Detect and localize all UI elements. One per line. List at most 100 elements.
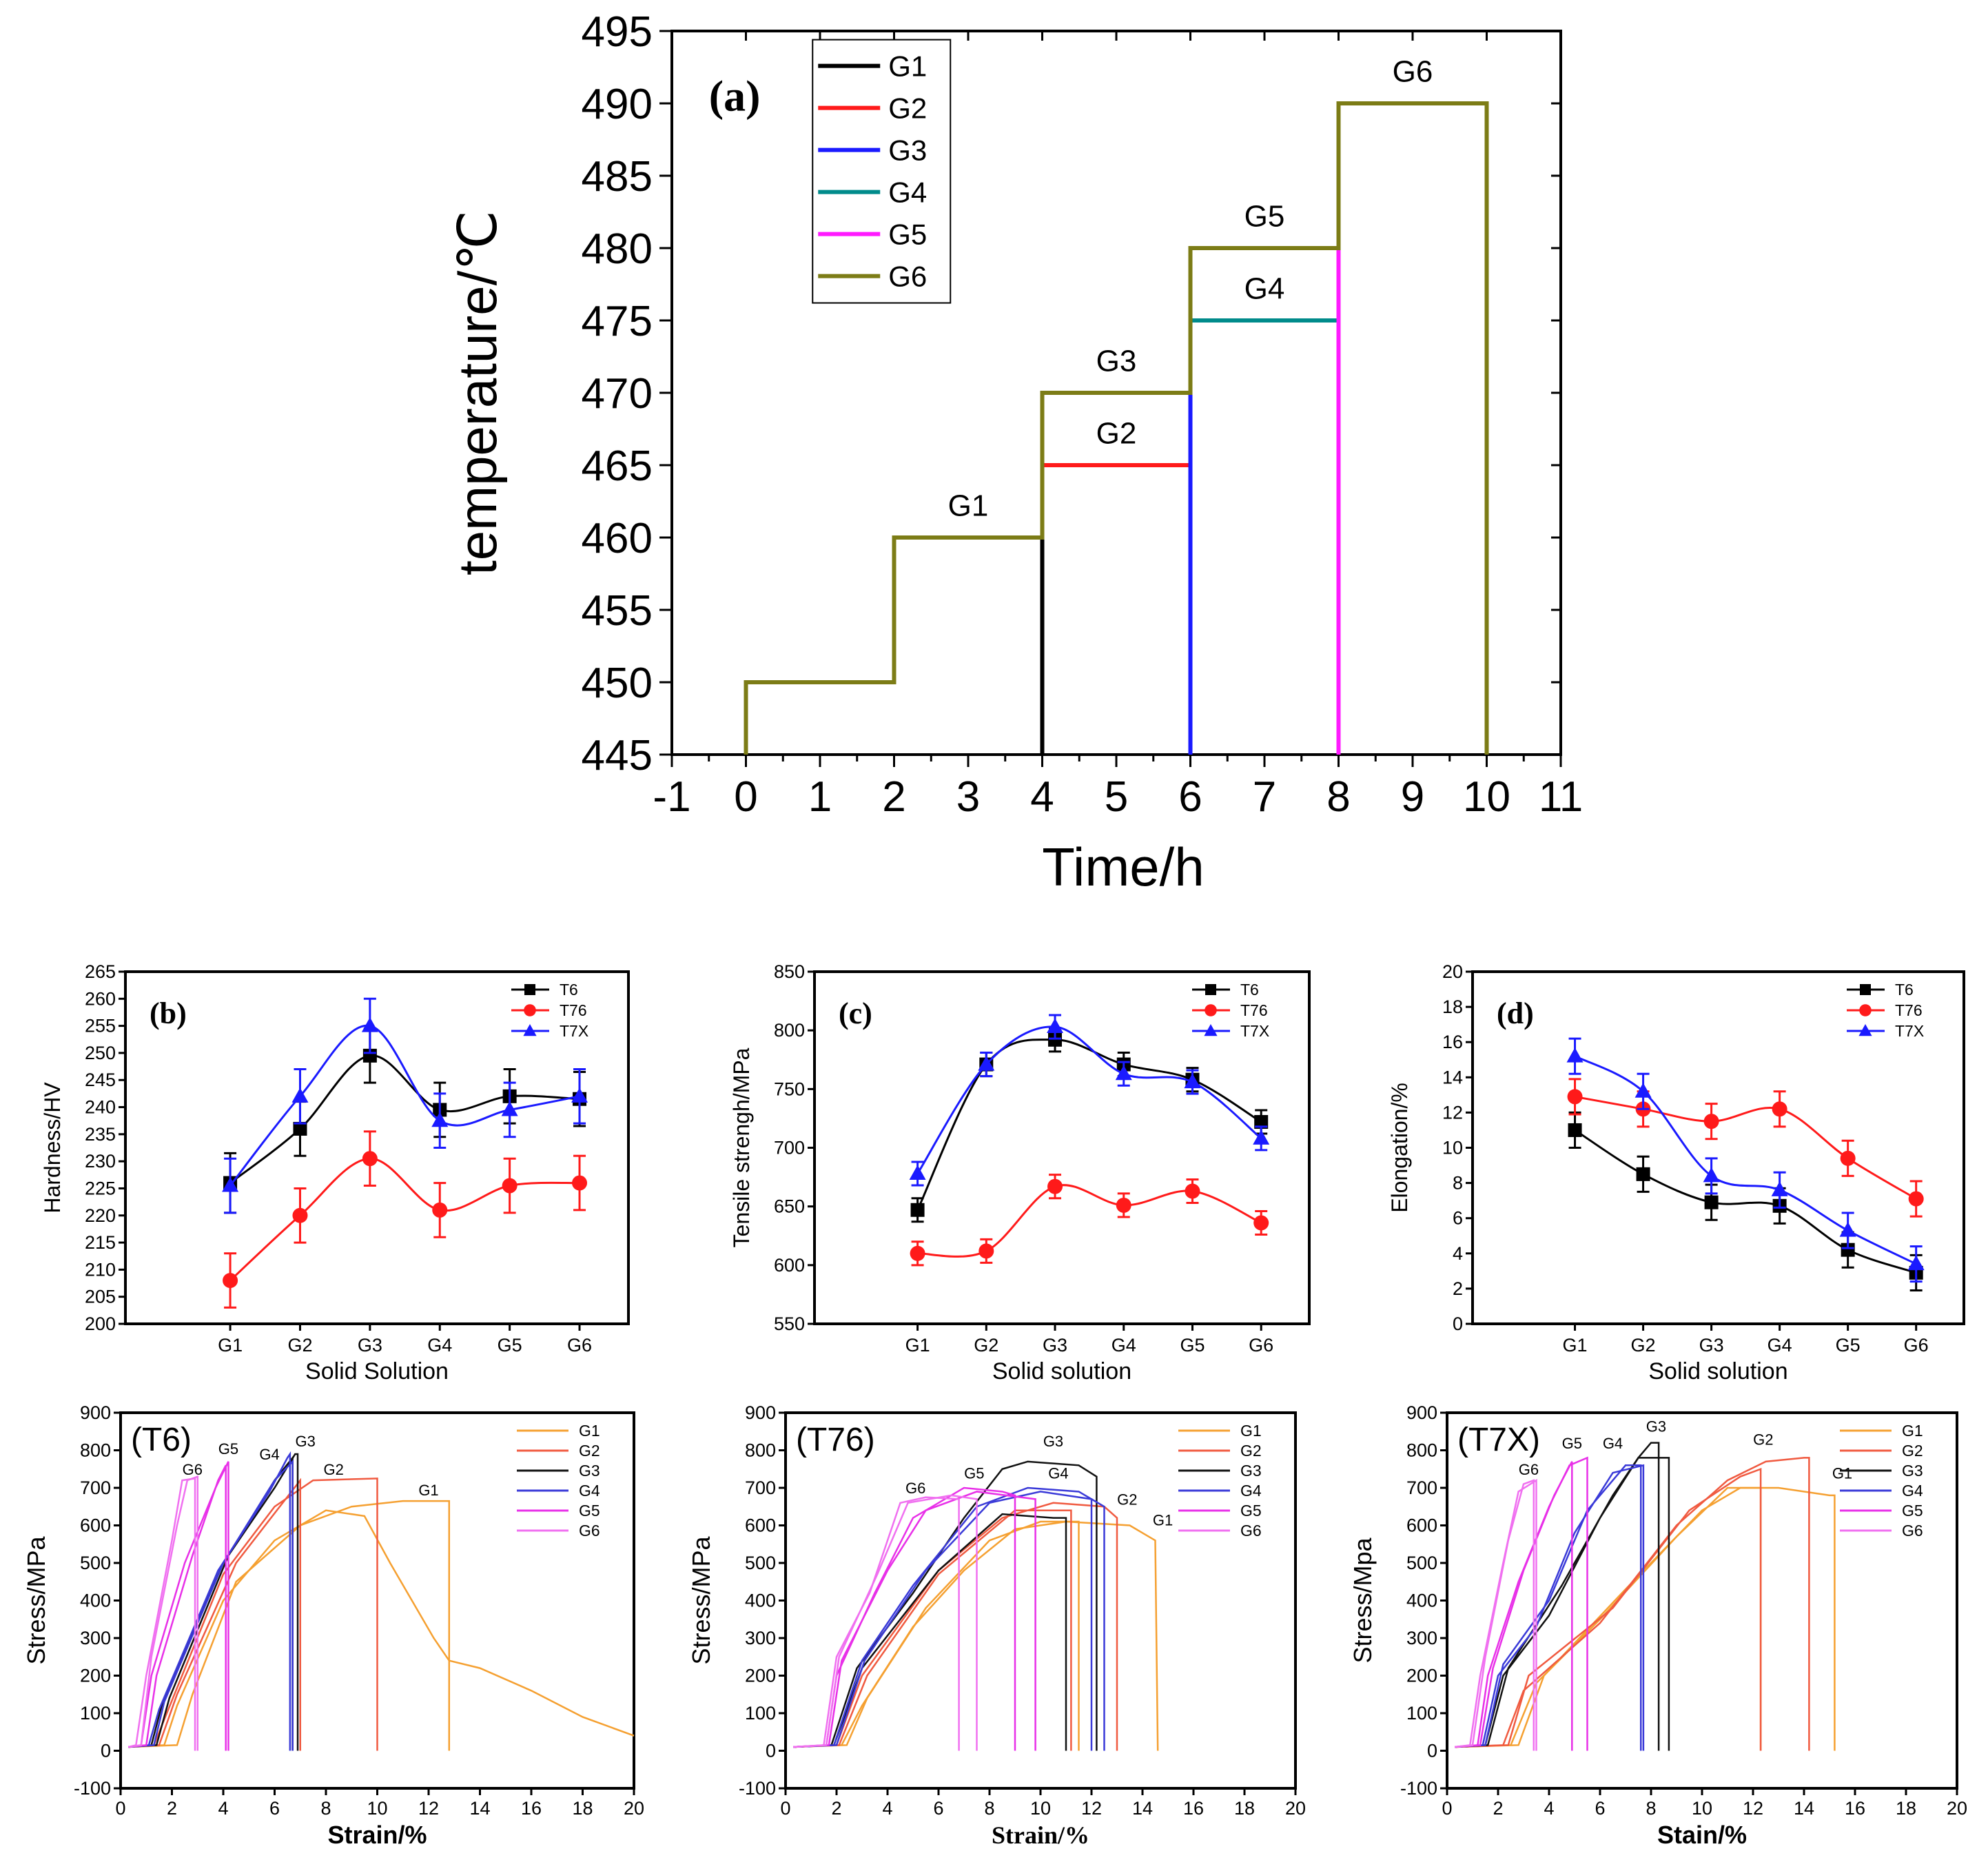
chart-a: -1 0 1 2 3 4 5 6 7 8 9 10 11 445 450 455 460 465 470 475 480… xyxy=(447,8,1583,897)
y-tick-label: 470 xyxy=(582,370,653,418)
curve-G5 xyxy=(793,1486,1016,1751)
curve-G2 xyxy=(793,1509,1072,1751)
curve-label-G2: G2 xyxy=(323,1461,343,1478)
marker-circle xyxy=(1116,1197,1131,1213)
curve-G1 xyxy=(128,1500,451,1751)
marker-triangle xyxy=(361,1017,378,1032)
curve-G5 xyxy=(1455,1461,1573,1751)
x-tick-label: 12 xyxy=(1743,1798,1763,1819)
x-tick-label: G5 xyxy=(498,1335,522,1356)
x-axis-label: Strain/% xyxy=(327,1821,427,1849)
curve-label-G4: G4 xyxy=(259,1446,279,1463)
y-tick-label: 2 xyxy=(1453,1278,1463,1299)
y-axis-label: temperature/℃ xyxy=(447,210,508,575)
legend-label-T7X: T7X xyxy=(1240,1022,1269,1040)
legend-label-G3: G3 xyxy=(579,1462,600,1480)
series-line-T76 xyxy=(229,1157,580,1282)
x-tick-label: 16 xyxy=(521,1798,542,1819)
y-tick-label: 265 xyxy=(85,961,116,982)
plot-frame xyxy=(784,1411,1297,1790)
y-tick-label: 485 xyxy=(582,153,653,201)
legend-label-T7X: T7X xyxy=(1895,1022,1924,1040)
y-tick-label: 240 xyxy=(85,1097,116,1118)
x-tick-label: 10 xyxy=(367,1798,387,1819)
y-tick-label: 20 xyxy=(1442,961,1463,982)
marker-circle xyxy=(432,1202,448,1218)
legend-label-T6: T6 xyxy=(560,981,578,999)
y-tick-label: 14 xyxy=(1442,1067,1463,1087)
x-tick-label: 16 xyxy=(1183,1798,1204,1819)
y-axis-label: Stress/MPa xyxy=(687,1535,715,1664)
y-tick-label: 500 xyxy=(1406,1553,1437,1573)
marker-circle xyxy=(292,1207,308,1223)
x-tick-label: 12 xyxy=(418,1798,439,1819)
legend-label-T7X: T7X xyxy=(560,1022,588,1040)
legend-label-G4: G4 xyxy=(888,176,927,209)
plot-frame xyxy=(813,970,1311,1325)
y-tick-label: 0 xyxy=(1427,1741,1437,1761)
series-line-T76 xyxy=(917,1184,1262,1258)
marker-triangle xyxy=(523,1024,537,1036)
curve-label-G4: G4 xyxy=(1048,1464,1068,1482)
annotation-G3: G3 xyxy=(1096,345,1137,378)
legend-box xyxy=(812,39,952,304)
curve-G1 xyxy=(128,1509,635,1748)
marker-triangle xyxy=(1635,1083,1652,1098)
legend-label-G6: G6 xyxy=(888,260,927,293)
curve-label-G6: G6 xyxy=(1519,1461,1539,1478)
marker-triangle xyxy=(909,1165,926,1180)
y-tick-label: 650 xyxy=(774,1196,805,1217)
series-line-T6 xyxy=(916,1039,1262,1211)
y-tick-label: 460 xyxy=(582,515,653,562)
legend-label-G5: G5 xyxy=(579,1502,600,1520)
curve-label-G5: G5 xyxy=(964,1464,984,1482)
x-tick-label: 20 xyxy=(624,1798,644,1819)
x-tick-label: 0 xyxy=(115,1798,125,1819)
curve-label-G6: G6 xyxy=(183,1461,203,1478)
marker-square xyxy=(910,1203,925,1217)
chart-T7X: 0 2 4 6 8 10 12 14 16 18 20-1000100200300400500600… xyxy=(1349,1402,1967,1849)
x-tick-label: G1 xyxy=(1563,1335,1588,1356)
y-axis-label: Tensile strengh/MPa xyxy=(729,1047,754,1247)
y-tick-label: -100 xyxy=(74,1778,111,1799)
y-tick-label: 235 xyxy=(85,1124,116,1145)
y-tick-label: 18 xyxy=(1442,996,1463,1017)
x-tick-label: 14 xyxy=(1132,1798,1153,1819)
x-tick-label: G6 xyxy=(1249,1335,1273,1356)
y-tick-label: -100 xyxy=(1400,1778,1437,1799)
legend-label-G5: G5 xyxy=(888,218,927,251)
y-tick-label: 850 xyxy=(774,961,805,982)
y-axis-label: Elongation/% xyxy=(1387,1083,1412,1213)
x-axis-label: Strain/% xyxy=(992,1821,1089,1849)
y-tick-label: 220 xyxy=(85,1205,116,1226)
x-tick-label: G4 xyxy=(427,1335,452,1356)
curve-label-G2: G2 xyxy=(1117,1491,1137,1509)
y-tick-label: 600 xyxy=(80,1515,111,1536)
marker-circle xyxy=(223,1273,238,1289)
curve-label-G3: G3 xyxy=(1646,1418,1666,1435)
y-tick-label: 480 xyxy=(582,225,653,273)
y-tick-label: 210 xyxy=(85,1259,116,1280)
marker-square xyxy=(524,984,535,995)
y-axis-label: Stress/Mpa xyxy=(1349,1537,1377,1663)
curve-G1 xyxy=(1455,1486,1762,1751)
x-tick-label: 2 xyxy=(882,773,905,821)
marker-square xyxy=(1254,1115,1269,1129)
chart-T76: 0 2 4 6 8 10 12 14 16 18 20-1000100200300400500600… xyxy=(687,1402,1306,1849)
x-tick-label: 1 xyxy=(808,773,832,821)
x-tick-label: 18 xyxy=(1234,1798,1255,1819)
marker-triangle xyxy=(291,1087,309,1103)
x-tick-label: 0 xyxy=(780,1798,790,1819)
y-tick-label: 0 xyxy=(766,1741,776,1761)
legend-label-G6: G6 xyxy=(579,1522,600,1540)
x-tick-label: 8 xyxy=(1326,773,1350,821)
x-tick-label: G6 xyxy=(567,1335,592,1356)
series-line-T7X xyxy=(1574,1055,1917,1265)
y-tick-label: 500 xyxy=(745,1553,776,1573)
y-tick-label: 465 xyxy=(582,442,653,490)
y-tick-label: 0 xyxy=(1453,1313,1463,1334)
y-tick-label: 700 xyxy=(80,1478,111,1498)
curve-G5 xyxy=(1454,1456,1588,1751)
y-tick-label: 700 xyxy=(745,1478,776,1498)
x-tick-label: G3 xyxy=(358,1335,382,1356)
